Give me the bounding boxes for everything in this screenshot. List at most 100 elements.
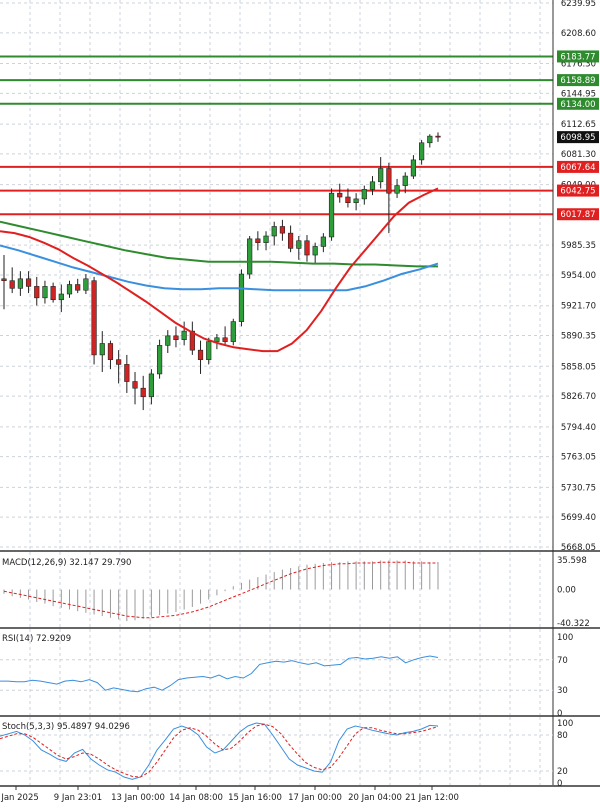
candle-body[interactable] [75,284,81,291]
macd-y-tick: 35.598 [557,556,587,566]
price-y-tick: 5954.00 [561,271,596,281]
macd-y-tick: -40.322 [557,619,590,629]
candle-body[interactable] [361,189,367,200]
x-tick-label: 17 Jan 00:00 [288,793,342,803]
candle-body[interactable] [91,280,97,356]
current-price-box [557,131,599,144]
candle-body[interactable] [34,286,40,299]
rsi-y-tick: 100 [557,633,573,643]
candle-body[interactable] [181,330,187,340]
candle-body[interactable] [42,286,48,299]
candle-body[interactable] [328,192,335,238]
candle-body[interactable] [419,142,425,161]
level-label: 6183.77 [560,52,595,62]
price-y-tick: 6239.95 [561,0,596,9]
price-y-tick: 5763.05 [561,453,596,463]
candle-body[interactable] [402,175,408,186]
price-y-tick: 5794.40 [561,423,596,433]
candle-body[interactable] [58,293,64,301]
stoch-y-tick: 0 [557,779,562,789]
candle-body[interactable] [132,381,138,389]
level-label: 6158.89 [560,76,595,86]
rsi-y-tick: 0 [557,709,562,719]
candle-body[interactable] [288,232,294,249]
candle-body[interactable] [1,278,7,282]
candle-body[interactable] [386,168,392,194]
candle-body[interactable] [214,337,220,342]
candle-body[interactable] [410,159,417,177]
candle-body[interactable] [263,235,269,243]
candle-body[interactable] [427,135,433,144]
level-label-box [557,97,599,110]
ma-red-line [0,187,439,353]
stoch-y-tick: 20 [557,767,568,777]
rsi-line [0,655,439,693]
candle-body[interactable] [83,278,89,291]
candle-body[interactable] [116,359,122,365]
candle-body[interactable] [165,335,171,346]
candle-body[interactable] [337,192,343,198]
price-y-tick: 5730.75 [561,483,596,493]
candle-body[interactable] [206,341,212,360]
candle-body[interactable] [173,335,179,340]
level-label: 6067.64 [560,163,595,173]
candle-body[interactable] [25,278,32,287]
candle-body[interactable] [345,196,351,204]
candle-body[interactable] [271,226,277,237]
price-y-tick: 5826.70 [561,392,596,402]
candle-body[interactable] [148,373,154,398]
candle-body[interactable] [238,273,245,322]
stoch-y-tick: 100 [557,719,573,729]
price-y-tick: 5699.40 [561,513,596,523]
price-y-tick: 5985.35 [561,241,596,251]
candle-body[interactable] [197,349,204,360]
macd-signal-line [3,561,438,619]
candle-body[interactable] [50,286,56,301]
x-tick-label: 8 Jan 2025 [0,793,39,803]
ma-blue-line [0,244,439,292]
x-tick-label: 20 Jan 04:00 [348,793,402,803]
candle-body[interactable] [140,387,146,398]
candle-body[interactable] [107,343,114,360]
candle-body[interactable] [394,185,400,194]
price-y-tick: 5668.05 [561,543,596,553]
level-label-box [557,208,599,221]
candle-body[interactable] [230,321,236,342]
level-label-box [557,74,599,87]
rsi-y-tick: 30 [557,686,568,696]
price-y-tick: 6176.30 [561,60,596,70]
x-tick-label: 13 Jan 00:00 [111,793,165,803]
candle-body[interactable] [222,337,228,342]
candle-body[interactable] [304,240,310,256]
level-label-box [557,50,599,63]
candle-body[interactable] [99,343,105,356]
candle-body[interactable] [156,345,163,375]
candle-body[interactable] [435,135,441,138]
candle-body[interactable] [378,168,384,183]
candle-body[interactable] [320,236,326,247]
candle-body[interactable] [296,240,302,249]
candle-body[interactable] [66,284,73,295]
stoch-d-line [0,723,439,778]
candle-body[interactable] [255,238,261,243]
price-y-tick: 6081.30 [561,150,596,160]
level-label: 6042.75 [560,187,595,197]
stoch-y-tick: 80 [557,731,568,741]
price-y-tick: 5890.35 [561,332,596,342]
rsi-y-tick: 70 [557,656,568,666]
candle-body[interactable] [247,238,253,275]
price-y-tick: 6144.95 [561,89,596,99]
candle-body[interactable] [124,364,130,382]
candle-body[interactable] [312,246,318,256]
candle-body[interactable] [353,198,359,204]
current-price-label: 6098.95 [560,133,595,143]
candle-body[interactable] [189,330,195,351]
candle-body[interactable] [9,280,15,289]
price-y-tick: 6112.65 [561,120,596,130]
candle-body[interactable] [279,226,286,234]
candle-body[interactable] [17,278,23,289]
candle-body[interactable] [369,181,376,190]
macd-label: MACD(12,26,9) 32.147 29.790 [2,558,131,568]
